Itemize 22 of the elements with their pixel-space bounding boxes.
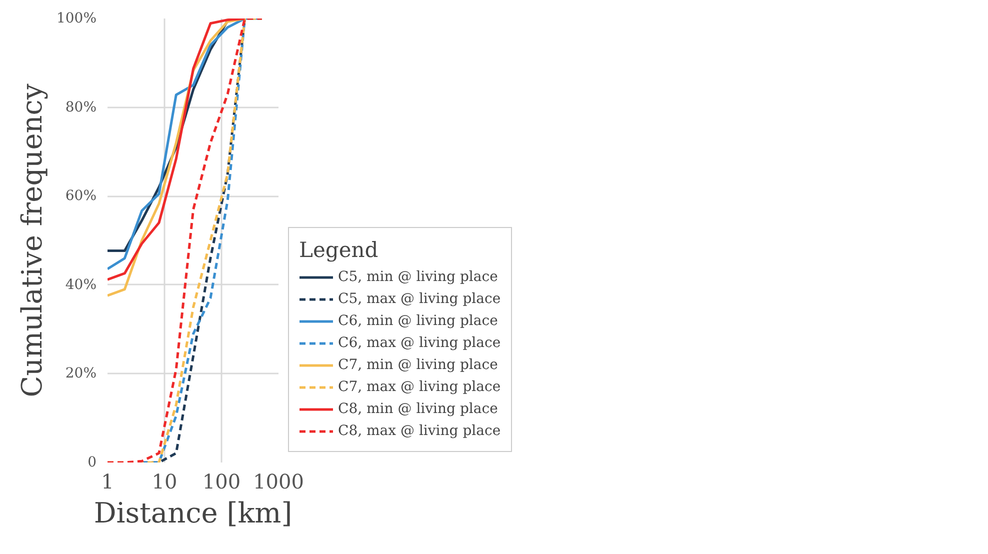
y-axis-title: Cumulative frequency — [15, 84, 48, 398]
legend-label: C5, max @ living place — [338, 291, 501, 307]
y-tick-label: 40% — [65, 276, 97, 293]
y-tick-label: 60% — [65, 188, 97, 204]
legend-label: C6, min @ living place — [338, 313, 498, 329]
x-tick-label: 1 — [101, 470, 114, 494]
y-tick-label: 80% — [65, 99, 97, 116]
y-tick-label: 0 — [88, 454, 97, 470]
y-tick-label: 20% — [65, 366, 97, 382]
x-tick-label: 100 — [202, 470, 241, 494]
legend-label: C8, max @ living place — [338, 423, 501, 439]
legend-label: C6, max @ living place — [338, 335, 501, 351]
legend-label: C5, min @ living place — [338, 269, 498, 285]
legend-label: C8, min @ living place — [338, 401, 498, 417]
x-tick-label: 1000 — [253, 470, 304, 494]
legend-label: C7, min @ living place — [338, 357, 498, 373]
line-series — [108, 18, 264, 462]
x-tick-label: 10 — [152, 470, 178, 494]
x-axis-title: Distance [km] — [94, 496, 292, 530]
legend-title: Legend — [299, 238, 380, 262]
legend-label: C7, max @ living place — [338, 379, 501, 395]
y-tick-label: 100% — [56, 10, 97, 26]
